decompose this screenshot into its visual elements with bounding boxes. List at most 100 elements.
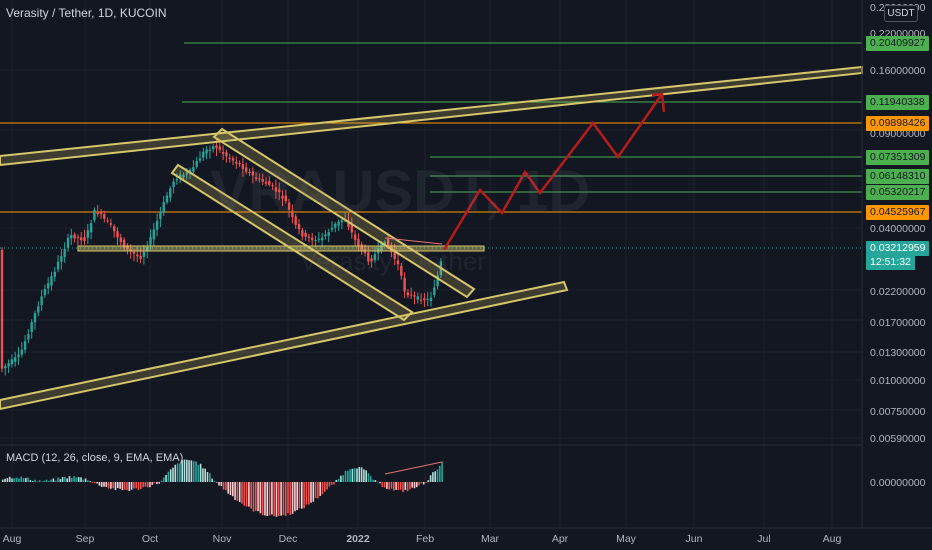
macd-bar [413,482,416,489]
level-tag[interactable]: 0.20409927 [866,36,930,51]
macd-bar [370,476,372,482]
chart-title[interactable]: Verasity / Tether, 1D, KUCOIN [6,6,167,20]
countdown-tag: 12:51:32 [866,255,915,270]
macd-bar [374,480,377,482]
trend-drawings[interactable] [0,65,863,411]
macd-bar [25,477,27,482]
level-tag[interactable]: 0.06148310 [866,169,930,184]
candle-body [367,252,370,262]
macd-bar [379,482,381,484]
macd-bar [439,465,441,482]
macd-bar [312,482,315,502]
macd-bar [107,482,110,489]
candle-body [212,146,215,150]
candle-body [155,220,159,230]
macd-bar [64,477,66,482]
candle-body [175,178,179,181]
macd-bar [197,464,200,482]
macd-bar [289,482,292,515]
level-tag[interactable]: 0.09898426 [866,116,930,131]
macd-bar [330,482,333,485]
candle-body [396,260,400,265]
macd-bar [94,482,96,484]
macd-bar [266,482,269,517]
macd-bar [278,482,280,516]
macd-legend[interactable]: MACD (12, 26, close, 9, EMA, EMA) [6,452,184,464]
current-price-tag[interactable]: 0.03212959 [866,241,930,256]
macd-bar [80,477,82,482]
macd-bar [307,482,310,505]
macd-bar [252,482,255,512]
macd-bar [376,481,379,483]
macd-bar [172,467,174,482]
macd-bar [68,476,71,482]
time-scale-label: Aug [823,533,842,545]
candle-body [317,238,320,240]
candle-body [188,169,192,173]
candle-body [136,254,139,257]
candle-body [93,209,96,221]
candle-body [205,149,208,154]
candle-body [179,174,182,179]
macd-bar [282,482,285,515]
candle-body [122,239,126,249]
candle-body [60,256,63,262]
macd-bar [66,478,68,482]
candle-body [103,214,106,219]
level-tag[interactable]: 0.04525967 [866,205,930,220]
macd-bar [61,477,64,482]
candle-body [66,237,70,248]
level-tag[interactable]: 0.05320217 [866,185,930,200]
candle-body [281,195,284,199]
macd-bar [142,482,144,488]
candle-body [169,188,172,198]
candle-body [291,210,294,218]
candle-body [63,248,66,257]
candle-body [386,239,390,247]
candle-body [198,158,202,161]
macd-bar [340,475,342,482]
candle-body [202,151,205,158]
candle-body [76,236,80,238]
level-tag[interactable]: 0.07351309 [866,150,930,165]
currency-button[interactable]: USDT [884,5,918,22]
macd-bar [100,482,103,487]
macd-bar [179,463,181,482]
macd-bar [146,482,149,488]
candle-body [119,237,122,243]
macd-bar [144,482,147,487]
macd-bar [41,481,43,483]
macd-bar [18,478,20,482]
macd-bar [227,482,229,494]
level-tag[interactable]: 0.11940338 [866,95,929,110]
macd-bar [149,482,151,488]
candle-body [373,254,377,261]
macd-bar [52,478,55,482]
macd-bar [409,482,411,490]
macd-bar [422,482,425,485]
price-scale-label: 0.01300000 [870,347,926,359]
macd-bar [130,482,133,490]
macd-bar [273,482,275,517]
macd-bar [133,482,135,489]
macd-bar [232,482,234,497]
macd-bar [324,482,326,492]
macd-bar [248,482,250,507]
candle-body [86,230,89,238]
symbol-watermark: VRAUSDT, 1D [210,159,591,224]
macd-bar [6,478,9,482]
macd-bar [255,482,257,511]
macd-bar [112,482,114,489]
macd-bar [363,469,365,482]
candle-body [47,283,50,289]
projection-path [442,93,664,251]
macd-bar [48,480,50,482]
macd-bar [204,468,206,482]
macd-bar [167,471,170,482]
macd-bar [36,481,39,483]
time-scale-label: Oct [142,533,158,545]
candle-body [0,249,4,369]
macd-bar [195,461,197,482]
